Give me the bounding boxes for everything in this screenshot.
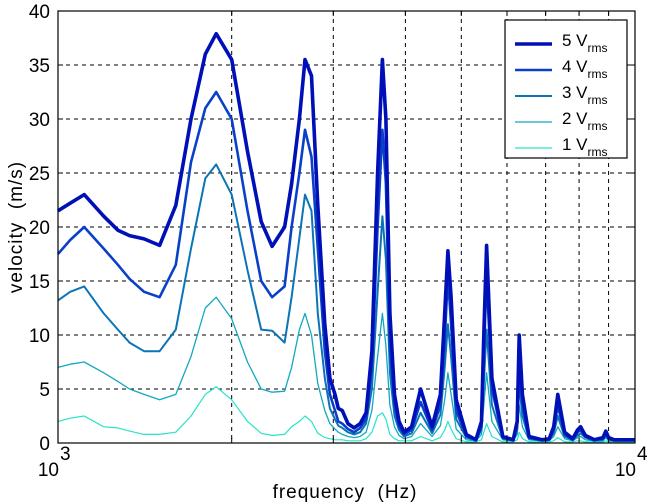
legend-entry: 5 Vrms bbox=[562, 31, 608, 55]
x-axis-label: frequency (Hz) bbox=[273, 482, 418, 503]
y-tick-label: 15 bbox=[29, 272, 50, 293]
series-line bbox=[57, 31, 635, 442]
svg-text:10: 10 bbox=[38, 460, 59, 481]
y-tick-label: 0 bbox=[39, 434, 50, 455]
legend-entry: 1 Vrms bbox=[562, 135, 608, 159]
y-tick-label: 10 bbox=[29, 326, 50, 347]
grid-lines bbox=[58, 11, 635, 443]
y-tick-label: 25 bbox=[29, 164, 50, 185]
y-tick-label: 20 bbox=[29, 218, 50, 239]
svg-text:10: 10 bbox=[615, 460, 636, 481]
y-axis-label: velocity (m/s) bbox=[6, 161, 27, 293]
x-tick-label: 103 bbox=[38, 444, 71, 481]
svg-text:4: 4 bbox=[637, 444, 648, 465]
y-tick-label: 30 bbox=[29, 110, 50, 131]
legend-entry: 4 Vrms bbox=[562, 57, 608, 81]
series-line bbox=[57, 386, 635, 443]
x-tick-label: 104 bbox=[615, 444, 648, 481]
legend-entry: 3 Vrms bbox=[562, 83, 608, 107]
y-tick-label: 5 bbox=[39, 380, 50, 401]
y-axis-ticks: 0 5 10 15 20 25 30 35 40 bbox=[29, 2, 635, 455]
svg-text:3: 3 bbox=[60, 444, 71, 465]
legend-entry: 2 Vrms bbox=[562, 109, 608, 133]
y-tick-label: 35 bbox=[29, 56, 50, 77]
data-curves bbox=[57, 31, 635, 443]
y-tick-label: 40 bbox=[29, 2, 50, 23]
series-line bbox=[57, 296, 635, 442]
series-line bbox=[57, 163, 635, 442]
